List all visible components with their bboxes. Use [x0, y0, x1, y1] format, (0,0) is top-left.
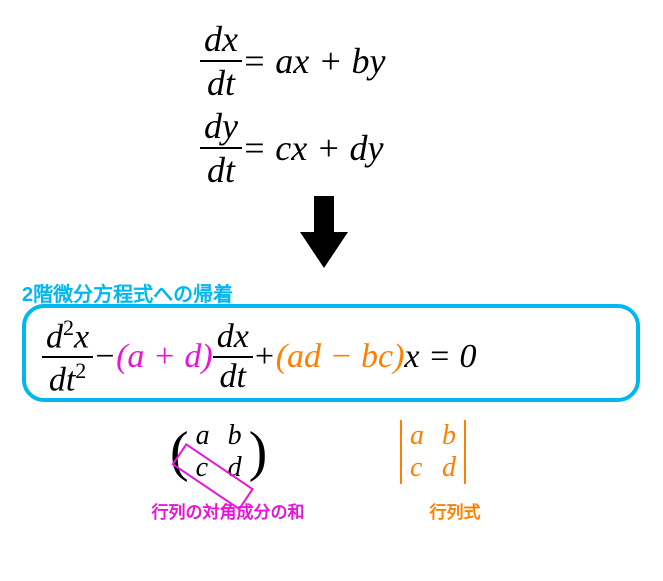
eq1-numerator: dx [200, 18, 242, 62]
main-term2-fraction: dx dt [213, 318, 253, 396]
trace-label: 行列の対角成分の和 [128, 498, 328, 523]
determinant-bar: a b c d [400, 420, 466, 484]
main-term1-den: dt2 [45, 358, 91, 399]
determinant-term: (ad − bc) [276, 338, 405, 376]
main-term1-num: d2x [42, 315, 93, 358]
right-paren-icon: ) [249, 424, 268, 480]
main-term2-num: dx [213, 318, 253, 358]
main-term1-fraction: d2x dt2 [42, 315, 93, 400]
matrix-b: b [228, 420, 242, 452]
determinant-bars: a b c d [400, 420, 466, 484]
det-d: d [442, 452, 456, 484]
equation-2: dy dt = cx + dy [200, 105, 384, 191]
reduction-title: 2階微分方程式への帰着 [22, 278, 233, 307]
equation-1: dx dt = ax + by [200, 18, 386, 104]
determinant-label: 行列式 [395, 498, 515, 523]
trace-term: (a + d) [116, 338, 213, 376]
main-tail: x = 0 [404, 338, 476, 376]
eq2-lhs-fraction: dy dt [200, 105, 242, 191]
main-minus: − [93, 338, 116, 376]
det-b: b [442, 420, 456, 452]
det-c: c [410, 452, 424, 484]
det-cells: a b c d [410, 420, 456, 484]
eq1-lhs-fraction: dx dt [200, 18, 242, 104]
main-term2-den: dt [216, 358, 250, 396]
matrix-a: a [196, 420, 210, 452]
second-order-equation: d2x dt2 − (a + d) dx dt + (ad − bc) x = … [42, 315, 476, 400]
eq1-denominator: dt [203, 62, 239, 104]
eq2-rhs: = cx + dy [242, 127, 384, 169]
det-a: a [410, 420, 424, 452]
eq2-denominator: dt [203, 149, 239, 191]
eq2-numerator: dy [200, 105, 242, 149]
eq1-rhs: = ax + by [242, 40, 386, 82]
main-plus: + [253, 338, 276, 376]
down-arrow-icon [300, 196, 348, 268]
